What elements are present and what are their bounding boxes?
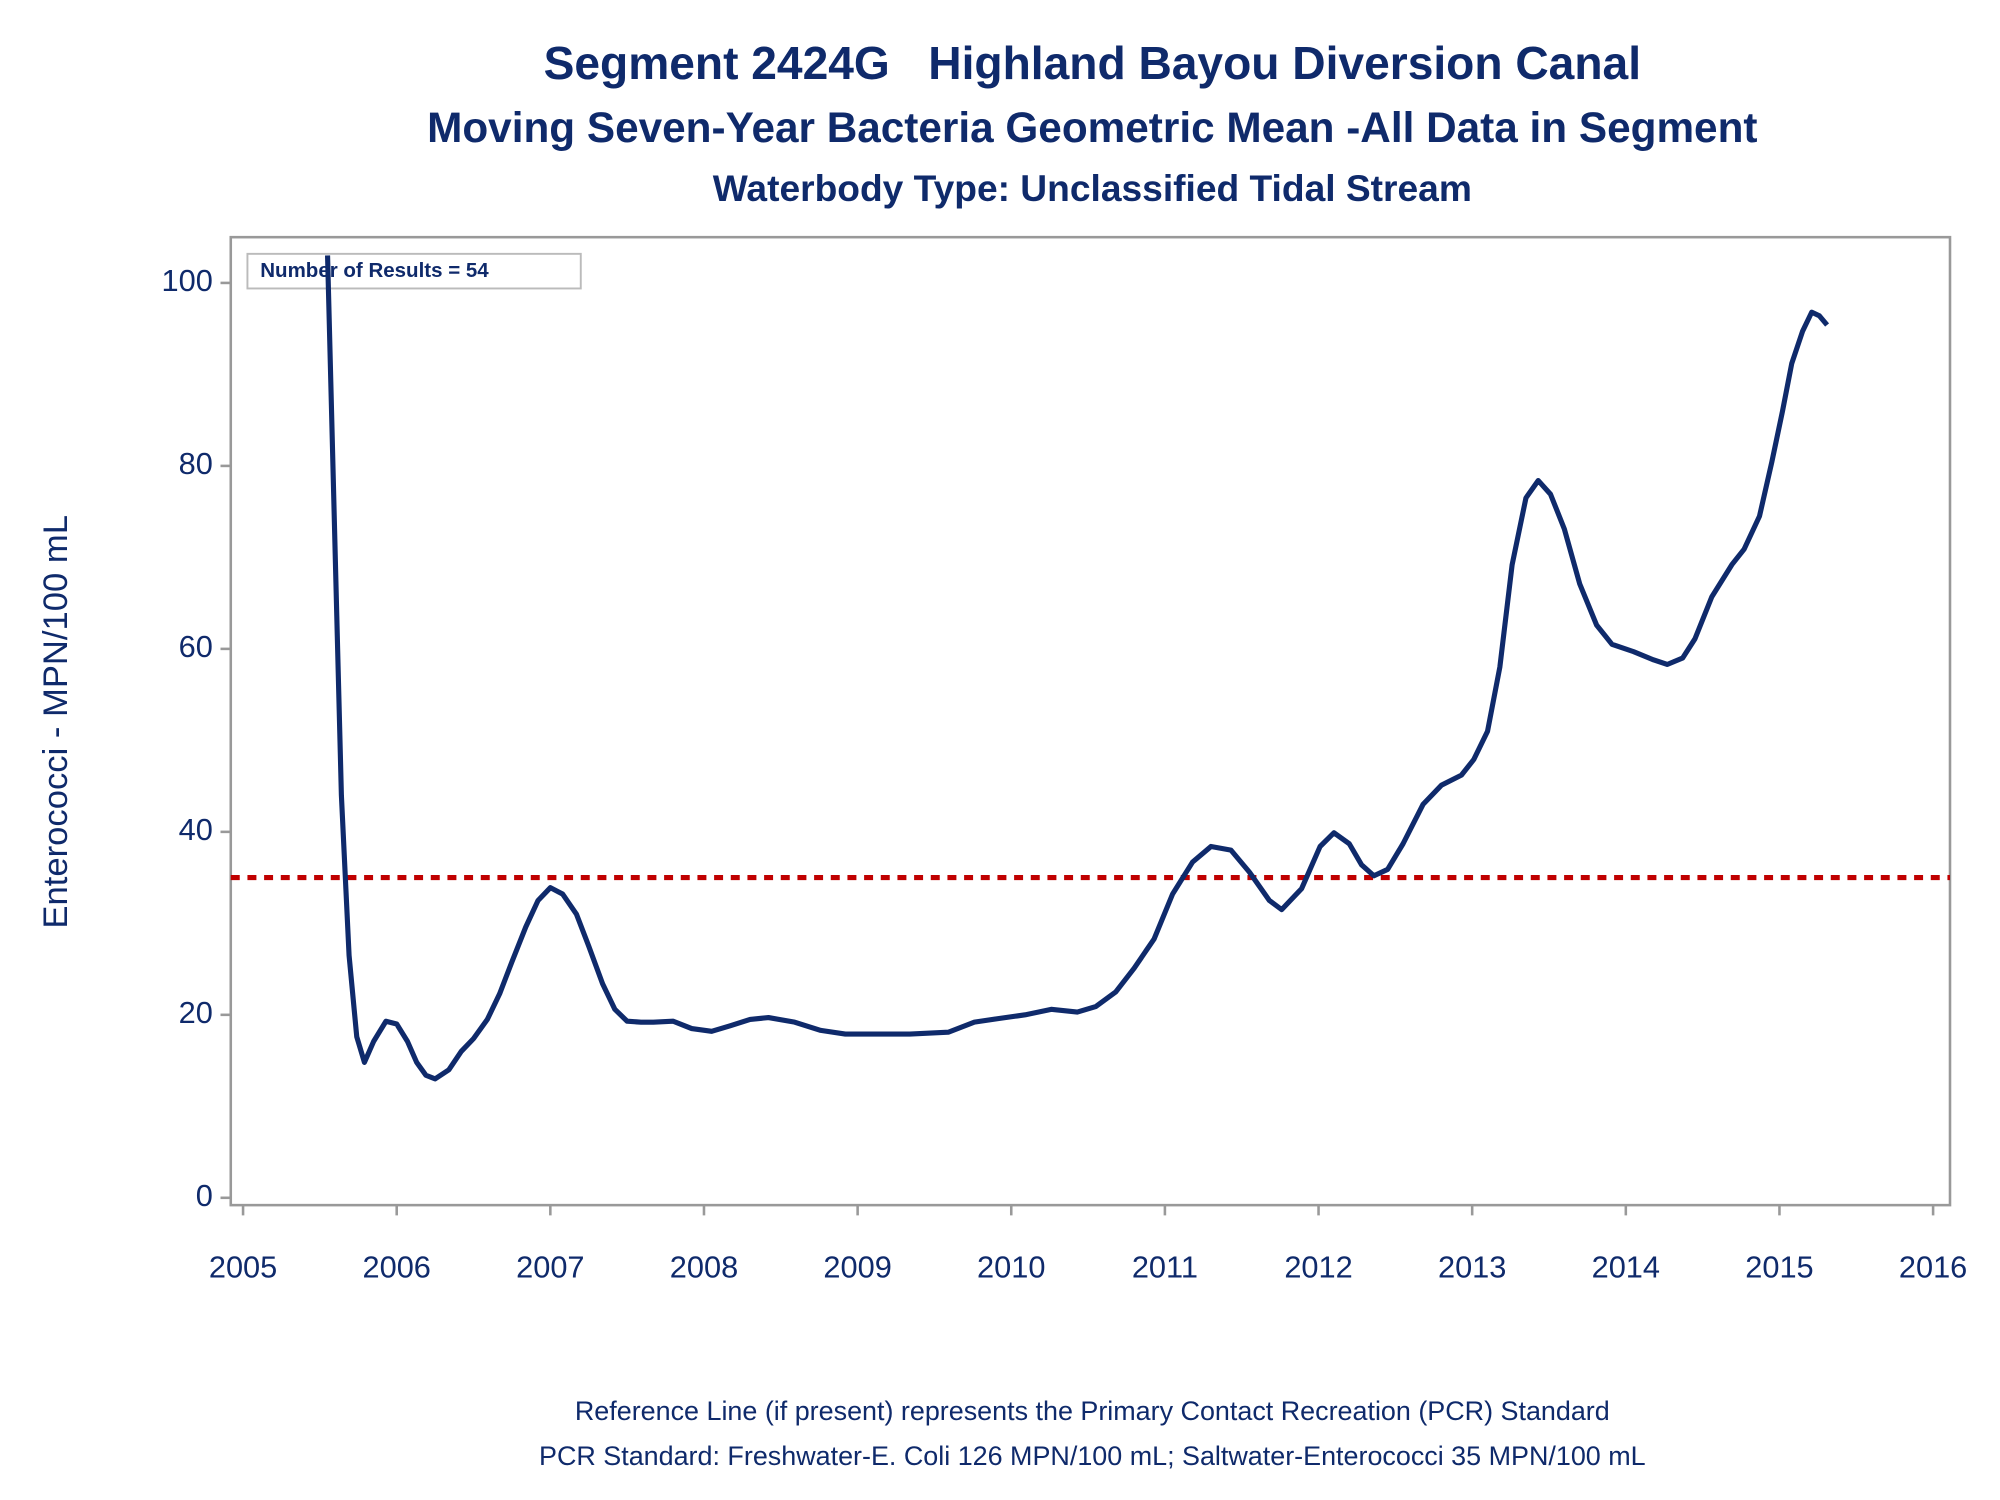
x-tick-label: 2007 xyxy=(516,1249,584,1284)
x-tick-label: 2009 xyxy=(823,1249,891,1284)
chart-subtitle: Waterbody Type: Unclassified Tidal Strea… xyxy=(713,167,1472,209)
x-tick-label: 2015 xyxy=(1745,1249,1813,1284)
y-axis-label: Enterococci - MPN/100 mL xyxy=(37,515,75,929)
chart-subtitle: Moving Seven-Year Bacteria Geometric Mea… xyxy=(427,104,1757,151)
chart-title: Segment 2424G Highland Bayou Diversion C… xyxy=(544,37,1641,89)
footnote: Reference Line (if present) represents t… xyxy=(575,1396,1610,1426)
y-tick-label: 100 xyxy=(162,263,213,298)
x-tick-label: 2008 xyxy=(670,1249,738,1284)
y-tick-label: 80 xyxy=(179,446,213,481)
x-tick-label: 2014 xyxy=(1592,1249,1660,1284)
y-tick-label: 40 xyxy=(179,812,213,847)
annotation: Number of Results = 54 xyxy=(260,259,489,282)
y-tick-label: 60 xyxy=(179,629,213,664)
y-tick-label: 0 xyxy=(196,1178,213,1213)
x-tick-label: 2010 xyxy=(977,1249,1045,1284)
data-line xyxy=(324,255,1830,1082)
x-tick-label: 2011 xyxy=(1132,1249,1198,1284)
x-tick-label: 2013 xyxy=(1438,1249,1506,1284)
y-tick-label: 20 xyxy=(179,995,213,1030)
plot-frame xyxy=(229,235,1952,1207)
x-tick-label: 2005 xyxy=(209,1249,277,1284)
annotation-box xyxy=(246,252,582,290)
footnote: PCR Standard: Freshwater-E. Coli 126 MPN… xyxy=(539,1441,1646,1471)
x-tick-label: 2016 xyxy=(1899,1249,1967,1284)
x-tick-label: 2006 xyxy=(362,1249,430,1284)
x-tick-label: 2012 xyxy=(1284,1249,1352,1284)
